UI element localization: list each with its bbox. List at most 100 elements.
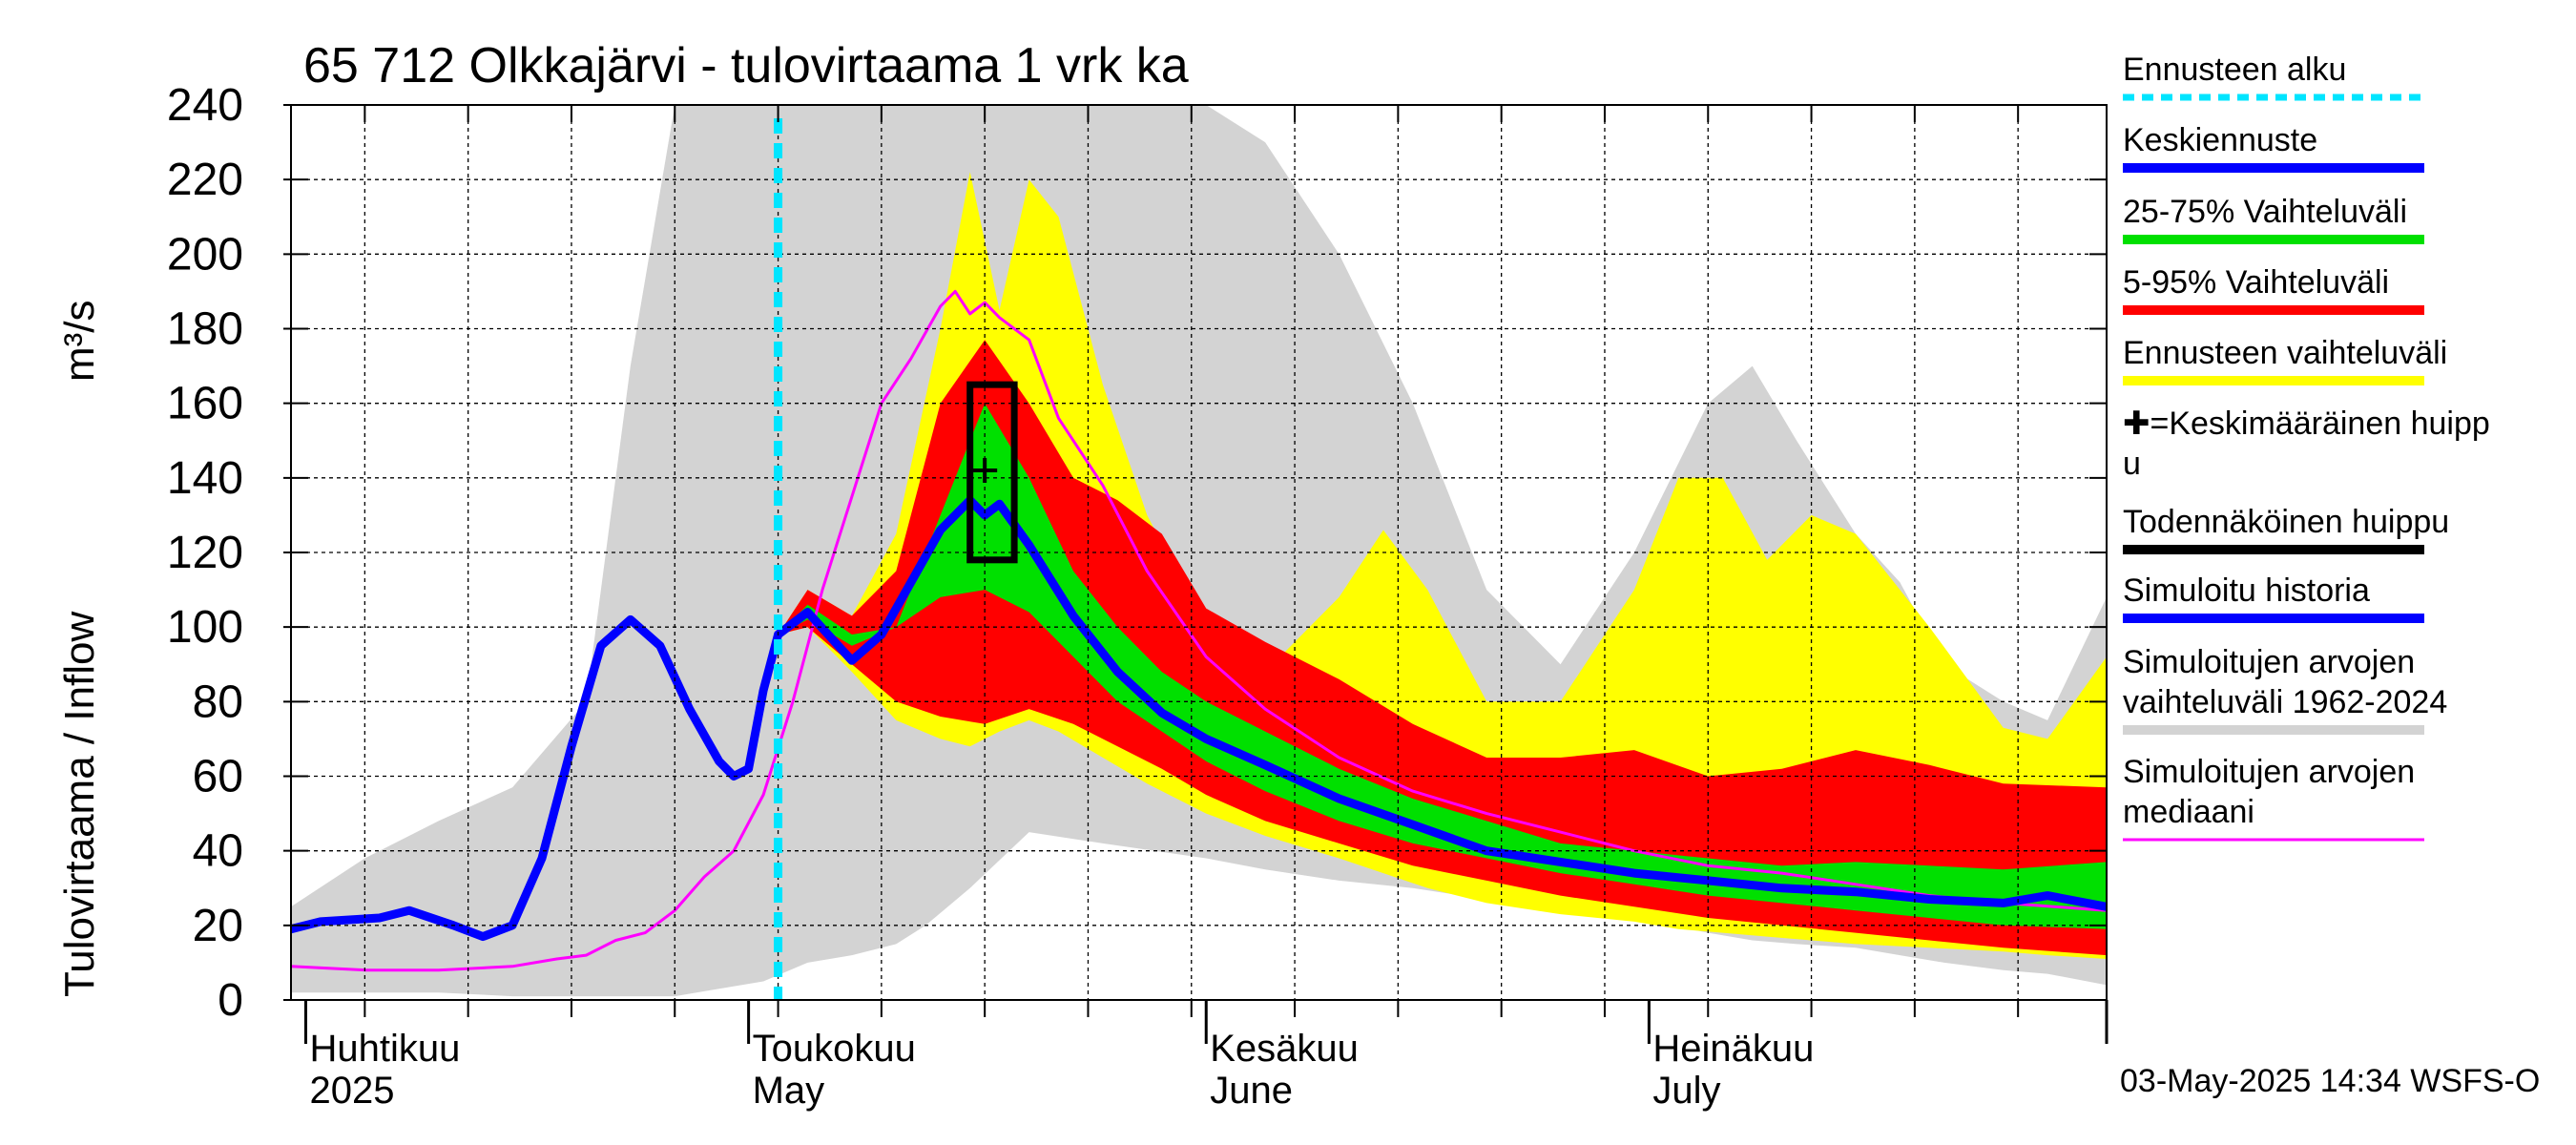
x-month-label: Heinäkuu xyxy=(1652,1028,1814,1070)
series-point xyxy=(1485,812,1488,815)
legend-item-keskiennuste: Keskiennuste xyxy=(2123,122,2424,173)
mean-peak-marker xyxy=(972,458,998,484)
series-simuloitujen-arvojen-mediaani xyxy=(291,289,2107,972)
legend-label: 25-75% Vaihteluväli xyxy=(2123,194,2407,230)
series-point xyxy=(437,968,440,971)
series-point xyxy=(1028,544,1030,547)
series-point xyxy=(1028,339,1030,342)
series-point xyxy=(1205,656,1208,658)
series-point xyxy=(658,644,661,647)
y-tick-label: 20 xyxy=(193,901,243,951)
series-point xyxy=(1707,864,1710,867)
x-month-sublabel: May xyxy=(753,1070,825,1112)
series-point xyxy=(599,644,602,647)
x-month-sublabel: 2025 xyxy=(309,1070,394,1112)
series-point xyxy=(703,876,706,879)
y-tick-label: 80 xyxy=(193,677,243,727)
band-ennusteen-vaihteluv-li xyxy=(778,172,2107,960)
legend-item-25-75-vaihteluv-li: 25-75% Vaihteluväli xyxy=(2123,194,2424,244)
series-point xyxy=(998,316,1001,319)
legend-item-simuloitu-historia: Simuloitu historia xyxy=(2123,572,2424,623)
series-point xyxy=(1780,886,1783,889)
series-point xyxy=(909,581,912,584)
series-point xyxy=(939,529,942,531)
series-point xyxy=(1928,898,1931,901)
series-point xyxy=(939,305,942,308)
legend-item-5-95-vaihteluv-li: 5-95% Vaihteluväli xyxy=(2123,264,2424,315)
series-point xyxy=(585,954,588,957)
series-point xyxy=(1559,861,1562,864)
series-point xyxy=(984,513,987,516)
legend-label: Simuloitu historia xyxy=(2123,572,2370,609)
y-tick-label: 240 xyxy=(167,80,243,131)
y-tick-label: 120 xyxy=(167,528,243,578)
plot-area xyxy=(291,105,2107,997)
y-axis-label: Tulovirtaama / Inflow xyxy=(56,611,103,997)
legend-label: Simuloitujen arvojen vaihteluväli 1962-20… xyxy=(2123,644,2447,720)
series-line xyxy=(291,614,783,942)
series-point xyxy=(1338,756,1340,759)
series-point xyxy=(850,495,853,498)
series-point xyxy=(762,794,765,797)
x-month-label: Kesäkuu xyxy=(1210,1028,1359,1070)
y-tick-label: 200 xyxy=(167,229,243,280)
x-month-sublabel: July xyxy=(1652,1070,1720,1112)
legend-label: Keskiennuste xyxy=(2123,122,2317,158)
y-tick-label: 60 xyxy=(193,752,243,802)
y-tick-label: 40 xyxy=(193,826,243,877)
series-point xyxy=(511,965,514,968)
series-point xyxy=(984,302,987,304)
series-point xyxy=(1264,763,1267,766)
series-point xyxy=(644,931,647,934)
legend-label: 5-95% Vaihteluväli xyxy=(2123,264,2389,301)
y-tick-label: 0 xyxy=(218,975,243,1026)
x-month-sublabel: June xyxy=(1210,1070,1293,1112)
y-tick-label: 160 xyxy=(167,379,243,429)
y-tick-label: 140 xyxy=(167,453,243,504)
series-point xyxy=(1485,849,1488,852)
series-point xyxy=(629,618,632,621)
series-point xyxy=(407,909,410,912)
axes: 0 20 40 60 80 100 120 140 160 180 200 220 240 Huhtiku… xyxy=(167,80,2109,1112)
series-point xyxy=(614,939,617,942)
series-point xyxy=(1160,712,1163,715)
legend-item-todenn-k-inen-huippu: Todennäköinen huippu xyxy=(2123,504,2449,554)
legend-item-ennusteen-vaihteluv-li: Ennusteen vaihteluväli xyxy=(2123,335,2447,385)
series-point xyxy=(954,290,957,293)
timestamp-footer: 03-May-2025 14:34 WSFS-O xyxy=(2120,1063,2540,1099)
series-point xyxy=(541,857,544,860)
y-axis-unit: m³/s xyxy=(56,300,103,382)
band-25-75-vaihteluv-li xyxy=(778,403,2107,929)
series-point xyxy=(555,958,558,961)
series-point xyxy=(747,767,750,770)
series-point xyxy=(1146,570,1149,572)
x-month-label: Huhtikuu xyxy=(309,1028,460,1070)
series-point xyxy=(792,700,795,703)
series-point xyxy=(2046,894,2049,897)
series-point xyxy=(1071,614,1074,617)
series-point xyxy=(1338,797,1340,800)
series-point xyxy=(968,312,971,315)
series-point xyxy=(482,935,485,938)
series-point xyxy=(762,689,765,692)
y-axis-title: Tulovirtaama / Inflow m³/s xyxy=(56,300,103,997)
series-point xyxy=(688,708,691,711)
series-point xyxy=(1057,417,1060,420)
series-point xyxy=(1854,890,1857,893)
series-point xyxy=(1205,738,1208,740)
legend-item-ennusteen-alku: Ennusteen alku xyxy=(2123,52,2424,101)
series-point xyxy=(821,589,823,592)
y-tick-label: 220 xyxy=(167,155,243,205)
series-point xyxy=(909,357,912,360)
series-point xyxy=(319,920,322,923)
series-point xyxy=(806,611,809,614)
legend-label: Ennusteen alku xyxy=(2123,52,2346,88)
series-point xyxy=(1707,879,1710,882)
legend-item-simuloitujen-arvojen-vaihteluv-li-1962-2024: Simuloitujen arvojen vaihteluväli 1962-20… xyxy=(2123,644,2447,735)
probable-peak-box xyxy=(966,381,1018,564)
series-point xyxy=(1411,823,1414,826)
series-point xyxy=(1780,872,1783,875)
forecast-overlays xyxy=(774,118,1018,1000)
legend-label: Todennäköinen huippu xyxy=(2123,504,2449,540)
